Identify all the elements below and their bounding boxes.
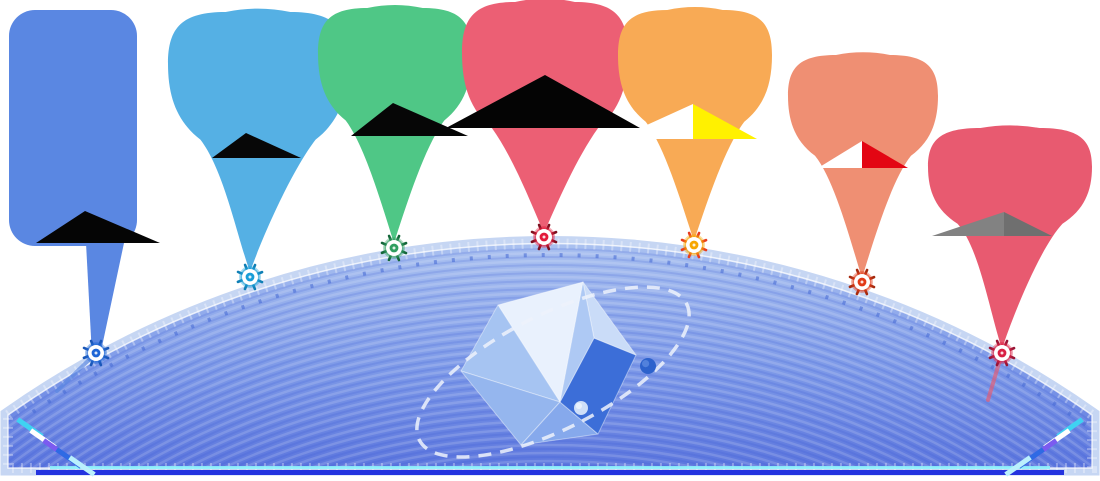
mountain-icon [446, 75, 640, 128]
mountain-icon [616, 104, 757, 139]
orbit-satellite-dark [640, 358, 656, 374]
crystal-icosahedron [460, 281, 637, 446]
milestone-ring-marker [848, 268, 876, 296]
milestone-ring-marker [82, 339, 110, 367]
milestone-4 [446, 0, 640, 233]
milestone-3 [318, 4, 472, 243]
milestone-bubble [928, 125, 1092, 349]
milestone-6 [788, 52, 938, 278]
milestone-bubble [9, 10, 137, 246]
mountain-icon [212, 133, 301, 158]
milestone-ring-marker [680, 231, 708, 259]
bottom-baseline [36, 470, 1064, 475]
milestone-7 [928, 125, 1092, 402]
milestone-ring-marker [530, 223, 558, 251]
corner-hatch-left [16, 417, 96, 477]
bottom-highlight-line [50, 466, 1050, 469]
milestone-2 [168, 8, 348, 273]
crystal-face [559, 281, 595, 403]
mountain-icon [932, 212, 1052, 236]
mountain-icon [818, 141, 908, 168]
mountain-icon [36, 211, 160, 243]
milestone-1 [9, 10, 160, 393]
bubble-tail [86, 243, 124, 356]
corner-hatch-right [1004, 417, 1084, 477]
orbit-path [415, 285, 691, 459]
milestone-5 [616, 7, 772, 241]
milestone-ring-marker [988, 339, 1016, 367]
milestone-ring-marker [380, 234, 408, 262]
milestone-ring-marker [236, 263, 264, 291]
orbit-satellite-light [574, 401, 588, 415]
